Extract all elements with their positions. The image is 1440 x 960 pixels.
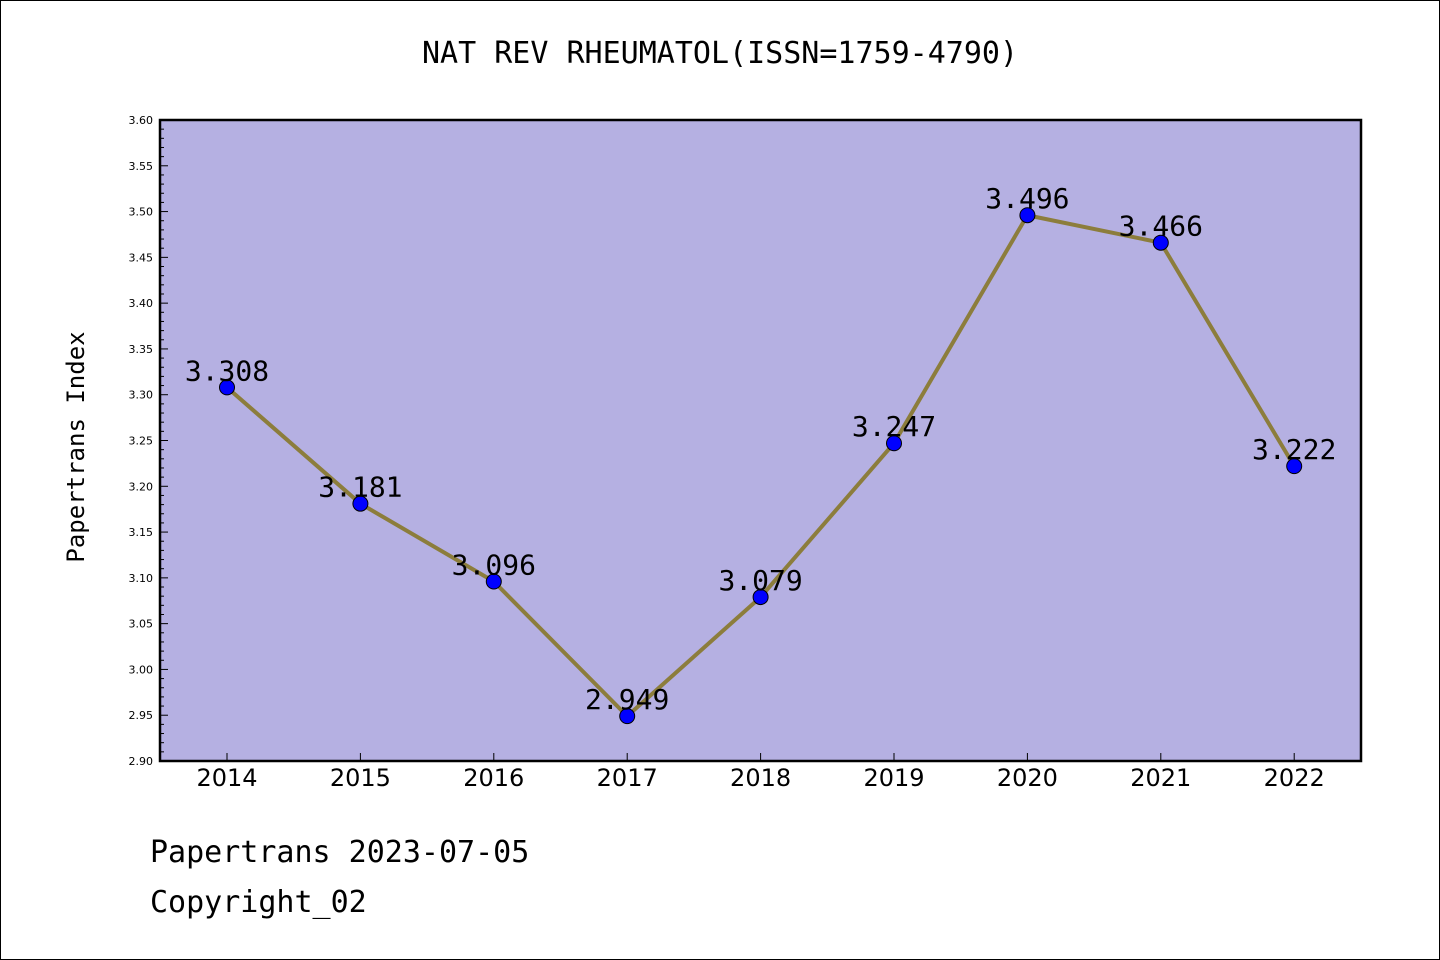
y-tick-label: 3.35: [129, 343, 154, 356]
footer-copyright: Copyright_02: [150, 885, 367, 920]
y-axis-label: Papertrans Index: [62, 331, 90, 562]
y-tick-label: 3.40: [129, 297, 154, 310]
data-label: 3.079: [718, 564, 802, 597]
data-label: 3.222: [1252, 433, 1336, 466]
y-tick-label: 3.25: [129, 435, 154, 448]
x-tick-label: 2022: [1264, 764, 1325, 792]
y-tick-label: 2.90: [129, 755, 154, 768]
data-label: 3.308: [185, 354, 269, 387]
data-label: 3.247: [852, 410, 936, 443]
y-tick-label: 3.10: [129, 572, 154, 585]
y-tick-label: 3.20: [129, 480, 154, 493]
series-group: 3.308 3.181 3.096 2.949 3.079 3.247 3.496 3.466…: [185, 182, 1336, 725]
x-tick-label: 2015: [330, 764, 391, 792]
y-tick-label: 3.50: [129, 206, 154, 219]
y-tick-label: 3.15: [129, 526, 154, 539]
x-axis-ticks: 2014 2015 2016 2017 2018 2019 2020 2021 2022: [196, 753, 1325, 792]
y-tick-label: 3.30: [129, 389, 154, 402]
data-point-marker: [752, 589, 769, 606]
data-label: 3.096: [452, 549, 536, 582]
data-label: 3.181: [318, 471, 402, 504]
y-tick-label: 3.60: [129, 114, 154, 127]
x-tick-label: 2021: [1130, 764, 1191, 792]
y-axis-ticks: 2.90 2.95 3.00 3.05 3.10 3.15 3.20 3.25 3.30 3.35…: [129, 114, 168, 768]
data-point-marker: [1019, 207, 1036, 224]
plot-area: [158, 118, 1363, 763]
footer-date: Papertrans 2023-07-05: [150, 835, 530, 870]
data-label: 2.949: [585, 683, 669, 716]
chart-title: NAT REV RHEUMATOL(ISSN=1759-4790): [421, 36, 1019, 71]
x-tick-label: 2020: [997, 764, 1058, 792]
x-tick-label: 2014: [196, 764, 257, 792]
data-point-marker: [619, 708, 636, 725]
data-point-marker: [219, 379, 235, 396]
x-tick-label: 2018: [730, 764, 791, 792]
data-point-marker: [886, 435, 902, 452]
y-tick-label: 3.00: [129, 663, 154, 676]
data-label: 3.466: [1119, 210, 1203, 243]
y-tick-label: 3.55: [129, 160, 154, 173]
x-tick-label: 2019: [863, 764, 924, 792]
x-tick-label: 2016: [463, 764, 524, 792]
data-point-marker: [1286, 458, 1303, 475]
y-tick-label: 2.95: [129, 709, 154, 722]
y-tick-label: 3.05: [129, 618, 154, 631]
data-point-marker: [352, 495, 369, 512]
data-point-marker: [1152, 234, 1169, 251]
data-point-marker: [485, 573, 502, 590]
y-tick-label: 3.45: [129, 251, 154, 264]
data-label: 3.496: [985, 182, 1069, 215]
x-tick-label: 2017: [597, 764, 658, 792]
